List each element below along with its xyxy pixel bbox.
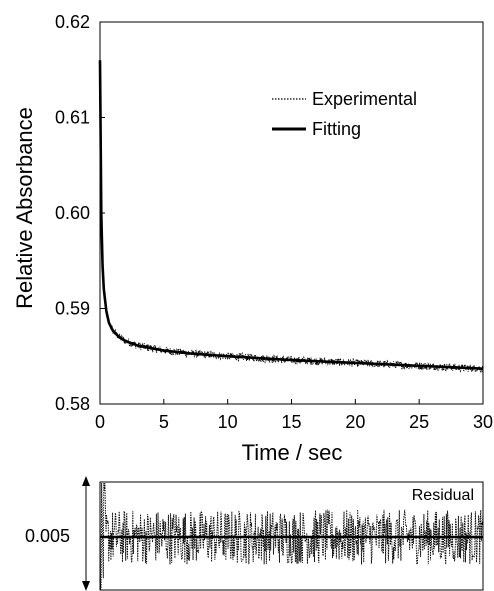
scale-bar-label: 0.005 <box>25 526 70 546</box>
series-residual-line <box>99 482 484 590</box>
x-tick-label: 5 <box>159 412 169 432</box>
y-tick-label: 0.59 <box>55 299 90 319</box>
y-tick-label: 0.60 <box>55 203 90 223</box>
series-experimental-line <box>99 60 484 374</box>
main-chart: 0.58 0.59 0.60 0.61 0.62 0 5 10 15 20 25 30 Time /… <box>12 12 493 465</box>
legend-experimental-label: Experimental <box>312 89 417 109</box>
main-series-group <box>98 60 484 374</box>
x-axis-label: Time / sec <box>242 440 343 465</box>
y-tick-label: 0.58 <box>55 394 90 414</box>
residual-scale-bar: 0.005 <box>25 476 90 591</box>
legend-fitting-label: Fitting <box>312 119 361 139</box>
scale-bar-arrow-down-icon <box>82 581 90 591</box>
series-fitting-line <box>98 60 484 370</box>
x-tick-label: 0 <box>95 412 105 432</box>
x-tick-label: 20 <box>345 412 365 432</box>
y-axis: 0.58 0.59 0.60 0.61 0.62 <box>55 12 105 414</box>
y-tick-label: 0.62 <box>55 12 90 32</box>
main-plot-frame <box>99 21 484 405</box>
y-axis-label: Relative Absorbance <box>12 107 37 309</box>
x-tick-label: 25 <box>409 412 429 432</box>
scale-bar-arrow-up-icon <box>82 476 90 486</box>
residual-chart: Residual 0.005 <box>25 476 484 591</box>
y-tick-label: 0.61 <box>55 108 90 128</box>
x-tick-label: 30 <box>473 412 493 432</box>
x-axis: 0 5 10 15 20 25 30 <box>95 399 493 432</box>
x-tick-label: 15 <box>281 412 301 432</box>
residual-title: Residual <box>412 487 474 504</box>
residual-series-group <box>99 482 484 590</box>
legend: Experimental Fitting <box>272 89 417 139</box>
x-tick-label: 10 <box>218 412 238 432</box>
